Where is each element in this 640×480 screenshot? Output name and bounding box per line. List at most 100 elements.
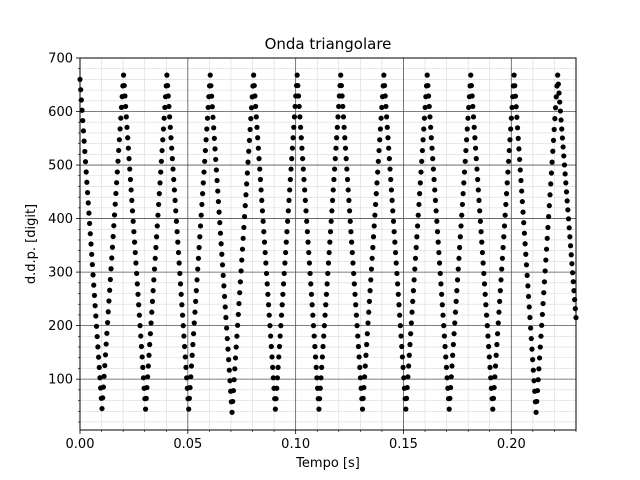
data-point: [150, 288, 156, 294]
data-point: [112, 201, 118, 207]
data-point: [171, 176, 177, 183]
data-point: [557, 108, 563, 114]
data-point: [282, 260, 288, 266]
data-point: [246, 137, 253, 143]
data-point: [323, 302, 329, 308]
data-point: [392, 239, 398, 245]
data-point: [473, 156, 479, 162]
data-point: [179, 302, 185, 308]
data-point: [279, 302, 285, 308]
data-point: [470, 103, 476, 110]
data-point: [525, 293, 532, 300]
data-point: [221, 283, 227, 289]
data-point: [95, 344, 101, 350]
data-point: [95, 354, 102, 360]
data-point: [338, 82, 344, 89]
data-point: [425, 93, 432, 99]
data-point: [188, 374, 194, 380]
data-point: [226, 367, 232, 373]
data-point: [350, 260, 356, 266]
data-point: [309, 302, 315, 308]
data-point: [275, 364, 281, 370]
data-point: [555, 81, 561, 87]
data-point: [462, 158, 468, 164]
data-point: [449, 363, 455, 369]
data-point: [212, 146, 218, 152]
data-point: [406, 352, 412, 358]
data-point: [469, 93, 475, 99]
data-point: [136, 312, 142, 318]
data-point: [364, 341, 370, 348]
data-point: [354, 323, 360, 329]
data-point: [365, 320, 371, 326]
data-point: [357, 375, 364, 381]
x-axis-title: Tempo [s]: [295, 456, 360, 471]
data-point: [406, 363, 412, 369]
data-point: [207, 72, 213, 78]
data-point: [104, 319, 111, 326]
data-point: [146, 352, 152, 358]
data-point: [132, 249, 138, 256]
data-point: [232, 355, 239, 361]
data-point: [203, 137, 209, 143]
data-point: [148, 320, 154, 326]
data-point: [305, 239, 311, 245]
data-point: [114, 180, 120, 186]
data-point: [153, 234, 160, 240]
data-point: [131, 239, 138, 245]
data-point: [152, 255, 158, 261]
data-point: [317, 396, 323, 402]
data-point: [543, 257, 549, 263]
data-point: [499, 255, 505, 261]
data-point: [559, 126, 565, 132]
data-point: [85, 200, 91, 206]
data-point: [567, 234, 573, 240]
data-point: [405, 374, 411, 380]
data-point: [476, 197, 482, 203]
data-point: [438, 281, 444, 287]
data-point: [498, 277, 504, 283]
data-point: [197, 223, 204, 229]
data-point: [260, 218, 266, 224]
data-point: [125, 145, 131, 151]
data-point: [267, 323, 273, 329]
data-point: [345, 187, 351, 193]
data-point: [190, 331, 197, 337]
data-point: [563, 189, 570, 195]
data-point: [100, 384, 106, 390]
data-point: [304, 218, 310, 224]
data-point: [502, 212, 508, 218]
data-point: [303, 208, 309, 214]
data-point: [459, 212, 465, 218]
data-point: [194, 277, 200, 283]
data-point: [387, 166, 393, 172]
data-point: [369, 255, 375, 261]
data-point: [501, 223, 508, 229]
data-point: [493, 352, 499, 358]
data-point: [368, 266, 375, 272]
data-point: [329, 197, 336, 203]
data-point: [285, 218, 291, 224]
data-point: [268, 333, 274, 339]
data-point: [164, 82, 171, 89]
data-point: [89, 251, 95, 257]
data-point: [477, 218, 483, 224]
data-point: [121, 82, 127, 89]
data-point: [289, 145, 295, 151]
data-point: [102, 352, 109, 358]
data-point: [523, 251, 529, 257]
data-point: [225, 346, 231, 352]
data-point: [550, 137, 557, 143]
data-point: [262, 249, 268, 256]
data-point: [451, 331, 457, 337]
data-point: [101, 373, 107, 379]
data-point: [287, 176, 293, 183]
data-point: [414, 223, 421, 229]
data-point: [569, 261, 575, 267]
data-point: [237, 279, 243, 285]
data-point: [139, 354, 145, 360]
data-point: [191, 320, 197, 326]
data-point: [310, 312, 316, 318]
data-point: [426, 103, 432, 110]
